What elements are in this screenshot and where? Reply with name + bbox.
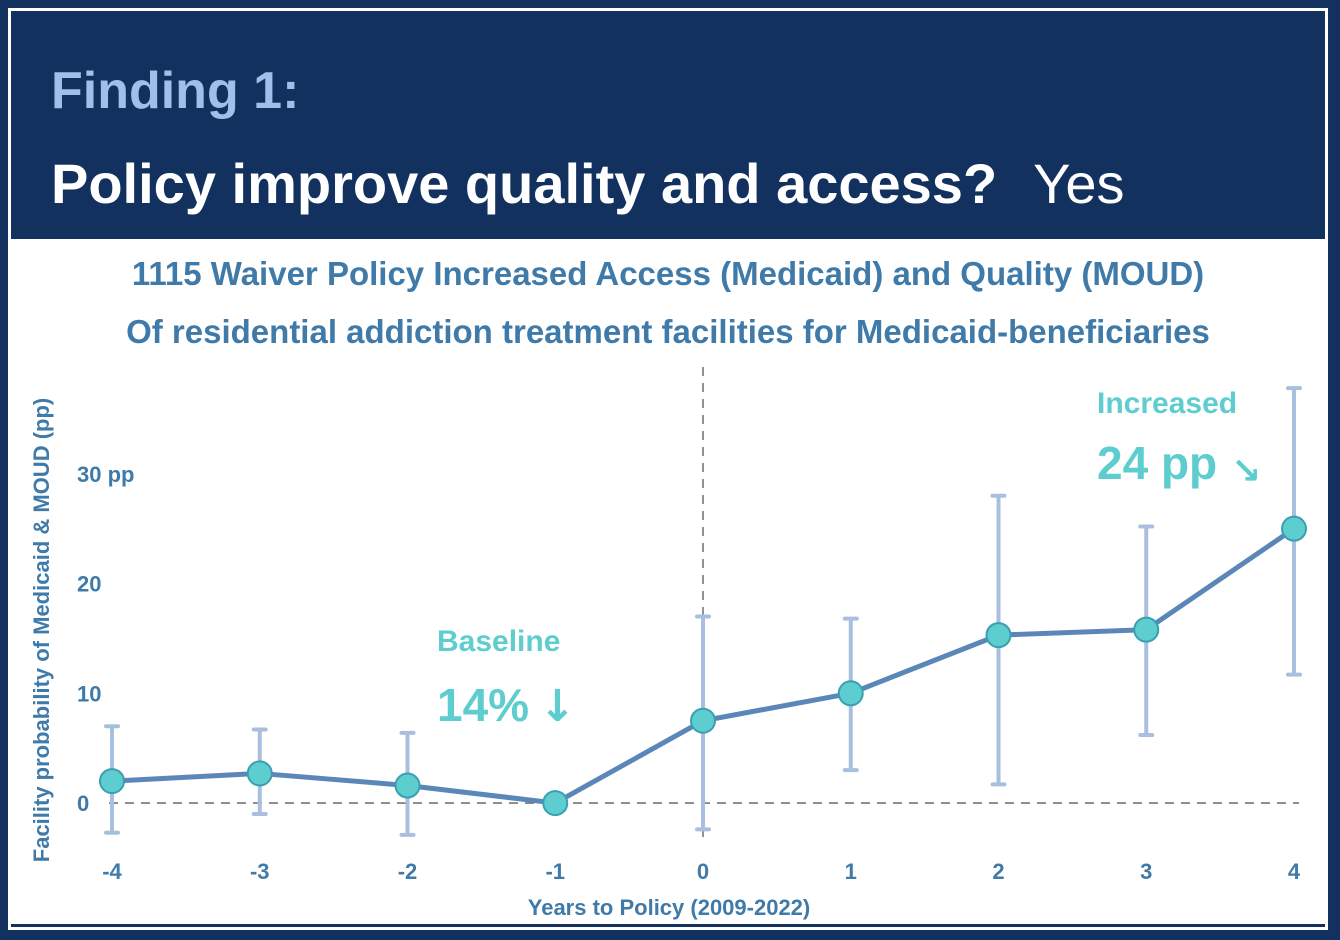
data-point	[394, 772, 421, 799]
x-axis-title: Years to Policy (2009-2022)	[528, 895, 811, 920]
header-banner: Finding 1: Policy improve quality and ac…	[11, 11, 1325, 239]
y-tick-label: 0	[77, 791, 89, 816]
data-point	[1281, 515, 1307, 542]
x-tick-label: 4	[1288, 859, 1301, 884]
finding-question: Policy improve quality and access? Yes	[51, 151, 1125, 216]
y-tick-label: 20	[77, 572, 101, 597]
increased-annotation-value: 24 pp	[1097, 437, 1217, 489]
question-text: Policy improve quality and access?	[51, 152, 998, 215]
x-tick-label: -4	[102, 859, 122, 884]
increased-annotation-label: Increased	[1097, 387, 1237, 420]
data-point	[99, 768, 125, 795]
finding-label: Finding 1:	[51, 62, 300, 120]
y-tick-label: 10	[77, 681, 101, 706]
answer-text: Yes	[1033, 152, 1125, 215]
event-study-chart: 0 10 20 30 pp -4 -3 -2 -1 0 1 2 3 4 Years to Policy (…	[29, 367, 1307, 920]
y-tick-label: 30 pp	[77, 462, 134, 487]
x-tick-label: 1	[845, 859, 857, 884]
data-point	[985, 622, 1012, 649]
data-point	[542, 790, 569, 817]
data-point	[246, 760, 273, 787]
data-point	[690, 707, 716, 734]
data-point	[837, 680, 864, 707]
x-tick-label: -3	[250, 859, 270, 884]
down-arrow-icon: ↓	[539, 681, 576, 732]
y-axis-title: Facility probability of Medicaid & MOUD …	[29, 398, 54, 862]
chart-panel: 1115 Waiver Policy Increased Access (Med…	[9, 239, 1327, 924]
baseline-annotation-value: 14%	[437, 679, 529, 731]
diagonal-arrow-icon: ↘	[1231, 451, 1261, 492]
x-tick-label: 0	[697, 859, 709, 884]
x-tick-label: 2	[992, 859, 1004, 884]
chart-subtitle-line2: Of residential addiction treatment facil…	[126, 313, 1210, 350]
chart-subtitle-line1: 1115 Waiver Policy Increased Access (Med…	[131, 255, 1205, 292]
x-tick-label: 3	[1140, 859, 1152, 884]
x-tick-label: -2	[398, 859, 418, 884]
data-point	[1133, 616, 1160, 643]
x-tick-label: -1	[545, 859, 565, 884]
baseline-annotation-label: Baseline	[437, 625, 560, 658]
